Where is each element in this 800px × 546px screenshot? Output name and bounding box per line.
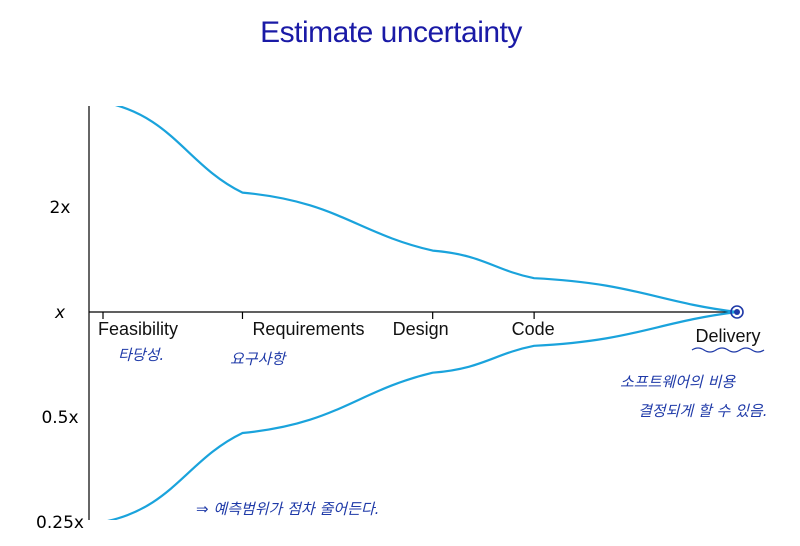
convergence-dot [734,309,740,315]
y-tick-label: 2x [50,198,71,218]
phase-label: Feasibility [98,319,178,339]
note-delivery-line1: 소프트웨어의 비용 [620,373,736,391]
lower-bound-line [106,310,738,520]
note-bottom: ⇒ 예측범위가 점차 줄어든다. [196,500,379,518]
annotations: 타당성. 요구사항 소프트웨어의 비용 결정되게 할 수 있음. ⇒ 예측범위가… [118,346,767,518]
chart-title: Estimate uncertainty [260,16,522,49]
phase-label: Delivery [695,326,760,346]
y-tick-label: 0.5x [41,408,78,428]
y-tick-label: x [54,303,66,323]
labels: 2x x 0.5x 0.25x Feasibility Requirements Desig… [36,198,760,533]
delivery-underline [691,347,765,353]
note-requirements: 요구사항 [230,350,287,368]
phase-label: Requirements [252,319,364,339]
note-feasibility: 타당성. [118,346,164,364]
axes [88,106,737,520]
phase-label: Code [512,319,555,339]
phase-label: Design [393,319,449,339]
y-tick-label: 0.25x [36,513,84,533]
note-delivery-line2: 결정되게 할 수 있음. [638,402,767,420]
convergence-marker [730,305,744,319]
upper-bound-line [114,106,738,314]
curves [106,106,744,520]
